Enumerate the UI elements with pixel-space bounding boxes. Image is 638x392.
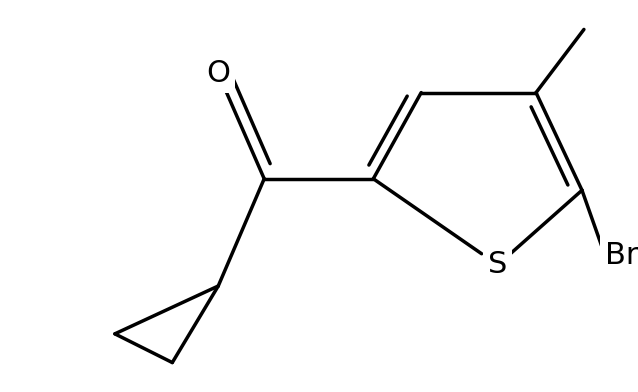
Text: O: O [206,59,230,88]
Text: Br: Br [605,241,638,270]
Text: S: S [488,250,507,279]
